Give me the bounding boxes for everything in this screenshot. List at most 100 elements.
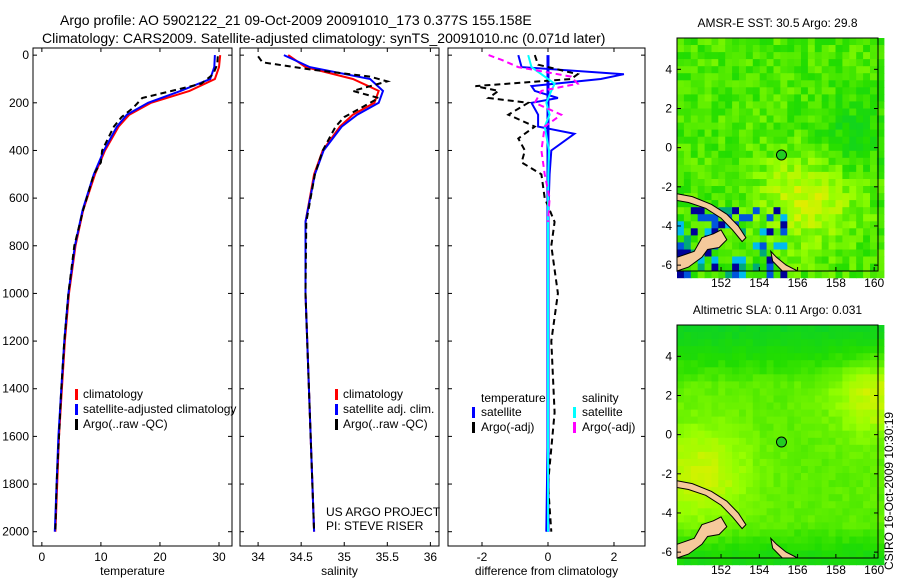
sst-grid-cell <box>739 101 747 109</box>
sst-grid-cell <box>773 221 781 229</box>
sst-grid-cell <box>697 66 706 74</box>
sst-grid-cell <box>718 150 726 159</box>
sst-grid-cell <box>725 115 733 124</box>
sst-grid-cell <box>876 270 885 279</box>
sla-grid-cell <box>766 480 775 488</box>
sst-grid-cell <box>718 171 726 180</box>
sla-grid-cell <box>773 480 781 488</box>
sst-grid-cell <box>766 249 775 258</box>
sst-grid-cell <box>801 108 809 117</box>
sst-grid-cell <box>780 87 788 95</box>
sla-grid-cell <box>683 395 692 404</box>
sst-grid-cell <box>690 45 699 53</box>
sla-grid-cell <box>704 501 713 509</box>
sla-grid-cell <box>704 339 713 347</box>
sst-grid-cell <box>732 52 740 60</box>
sla-grid-cell <box>725 437 733 446</box>
sst-grid-cell <box>849 150 857 159</box>
sst-grid-cell <box>718 59 726 67</box>
sst-grid-cell <box>801 94 809 102</box>
sst-grid-cell <box>752 87 761 95</box>
sla-grid-cell <box>683 487 692 495</box>
sst-grid-cell <box>773 157 781 166</box>
sla-grid-cell <box>842 437 850 446</box>
sla-grid-cell <box>711 367 719 375</box>
sst-grid-cell <box>739 45 747 53</box>
sst-grid-cell <box>752 52 761 60</box>
sla-grid-cell <box>677 409 685 418</box>
sst-grid-cell <box>849 214 857 222</box>
sst-grid-cell <box>787 171 795 180</box>
sla-grid-cell <box>752 388 761 396</box>
sla-grid-cell <box>711 473 719 481</box>
sla-grid-cell <box>828 395 837 404</box>
sla-grid-cell <box>863 536 871 545</box>
map-frame <box>676 324 879 559</box>
sst-grid-cell <box>718 164 726 173</box>
sst-grid-cell <box>718 87 726 95</box>
sla-grid-cell <box>787 381 795 389</box>
sst-grid-cell <box>876 207 885 215</box>
sla-grid-cell <box>752 529 761 537</box>
sst-grid-cell <box>780 108 788 117</box>
sla-grid-cell <box>814 409 823 418</box>
sla-grid-cell <box>752 395 761 404</box>
sla-grid-cell <box>801 458 809 467</box>
sla-grid-cell <box>690 339 699 347</box>
sst-grid-cell <box>835 186 843 194</box>
y-tick-label: 4 <box>665 62 672 76</box>
sst-grid-cell <box>725 179 733 187</box>
sst-grid-cell <box>780 164 788 173</box>
sla-grid-cell <box>828 508 837 516</box>
sst-grid-cell <box>711 214 719 222</box>
sst-grid-cell <box>801 129 809 138</box>
sst-grid-cell <box>828 263 837 272</box>
sst-grid-cell <box>821 200 830 208</box>
sla-grid-cell <box>814 360 823 368</box>
sla-grid-cell <box>821 529 830 537</box>
sst-grid-cell <box>807 129 816 138</box>
sst-grid-cell <box>787 101 795 109</box>
sla-grid-cell <box>870 395 878 404</box>
sst-grid-cell <box>842 193 850 201</box>
sst-grid-cell <box>863 256 871 265</box>
sla-grid-cell <box>745 444 754 453</box>
sla-grid-cell <box>814 529 823 537</box>
sla-grid-cell <box>842 430 850 439</box>
sla-grid-cell <box>766 430 775 439</box>
map-title: AMSR-E SST: 30.5 Argo: 29.8 <box>697 16 857 30</box>
sst-grid-cell <box>870 38 878 46</box>
sst-grid-cell <box>849 143 857 152</box>
legend-swatch <box>335 419 338 430</box>
sst-grid-cell <box>690 270 699 279</box>
sla-grid-cell <box>725 374 733 382</box>
sst-grid-cell <box>821 129 830 138</box>
sla-grid-cell <box>863 360 871 368</box>
sst-grid-cell <box>718 129 726 138</box>
sla-grid-cell <box>870 466 878 474</box>
sst-grid-cell <box>876 59 885 67</box>
sla-grid-cell <box>725 550 733 559</box>
sla-grid-cell <box>835 395 843 404</box>
sla-grid-cell <box>814 508 823 516</box>
sst-grid-cell <box>842 38 850 46</box>
sst-grid-cell <box>732 214 740 222</box>
sla-grid-cell <box>690 444 699 453</box>
sst-grid-cell <box>773 87 781 95</box>
sst-grid-cell <box>718 256 726 265</box>
sla-grid-cell <box>690 557 699 566</box>
sst-grid-cell <box>683 80 692 88</box>
sst-grid-cell <box>794 73 802 81</box>
sla-grid-cell <box>870 480 878 488</box>
sla-grid-cell <box>828 480 837 488</box>
sla-grid-cell <box>773 395 781 404</box>
sst-grid-cell <box>773 45 781 53</box>
sst-grid-cell <box>725 200 733 208</box>
sst-grid-cell <box>766 179 775 187</box>
sst-grid-cell <box>821 115 830 124</box>
sst-grid-cell <box>739 164 747 173</box>
sst-grid-cell <box>732 87 740 95</box>
sla-grid-cell <box>683 494 692 502</box>
sst-grid-cell <box>863 214 871 222</box>
sst-grid-cell <box>821 108 830 117</box>
